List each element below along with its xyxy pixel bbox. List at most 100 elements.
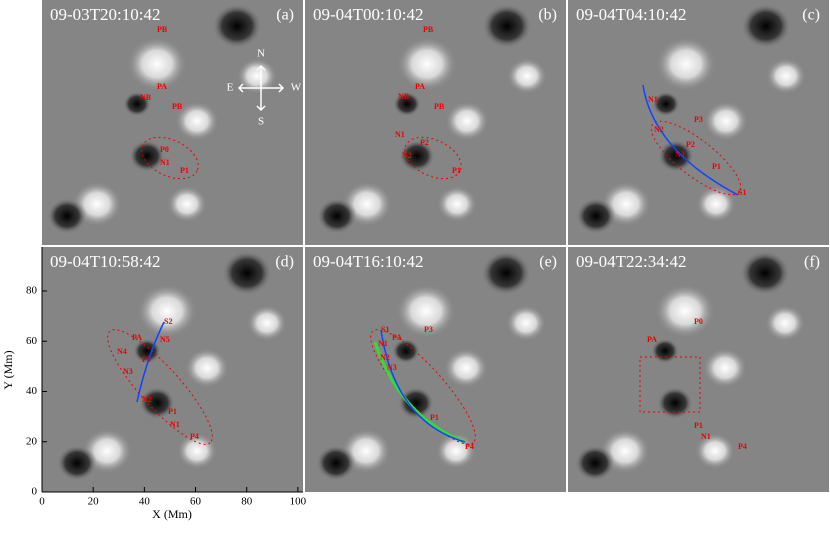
- panel-letter: (d): [275, 254, 294, 271]
- flux-patch: [57, 445, 97, 481]
- flux-patch: [397, 37, 457, 91]
- flux-patch: [137, 284, 197, 338]
- flux-patch: [445, 101, 489, 141]
- feature-label: P4: [190, 432, 199, 441]
- flux-patch: [167, 186, 207, 222]
- feature-label: N1: [160, 158, 170, 167]
- timestamp: 09-04T10:58:42: [50, 252, 161, 271]
- feature-label: N1: [170, 420, 180, 429]
- feature-label: P2: [686, 140, 695, 149]
- feature-label: PB: [157, 25, 168, 34]
- feature-label: P2: [420, 138, 429, 147]
- feature-label: S2: [164, 317, 172, 326]
- timestamp: 09-04T04:10:42: [576, 5, 687, 24]
- magnetogram: [305, 247, 566, 492]
- feature-label: PB: [434, 102, 445, 111]
- panel-letter: (f): [804, 254, 820, 271]
- x-tick-label: 40: [139, 496, 151, 508]
- region-outline: [404, 136, 462, 180]
- feature-label: PA: [157, 82, 167, 91]
- flux-patch: [185, 348, 229, 388]
- feature-label: PA: [415, 82, 425, 91]
- feature-label: S1: [738, 188, 746, 197]
- flux-patch: [396, 284, 456, 338]
- feature-label: N3: [387, 363, 397, 372]
- compass-label: E: [227, 82, 234, 94]
- flux-rope: [380, 329, 466, 443]
- feature-label: N1: [378, 339, 388, 348]
- compass-label: W: [291, 82, 302, 94]
- feature-label: P5: [142, 355, 151, 364]
- x-tick-label: 100: [290, 496, 307, 508]
- flux-patch: [741, 3, 791, 49]
- feature-label: N3: [123, 367, 133, 376]
- panel: 09-03T20:10:42 (a) PB PA NB PB P0 N1 P1: [42, 0, 303, 245]
- flux-patch: [399, 139, 435, 173]
- flux-patch: [222, 250, 272, 296]
- flux-patch: [127, 37, 187, 91]
- y-tick-label: 40: [26, 385, 38, 397]
- flux-patch: [437, 186, 477, 222]
- y-tick-label: 20: [26, 435, 38, 447]
- feature-label: PA: [132, 333, 142, 342]
- feature-label: PA: [392, 333, 402, 342]
- flux-patch: [695, 433, 735, 469]
- feature-label: P1: [180, 166, 189, 175]
- flux-patch: [482, 3, 532, 49]
- flux-patch: [175, 101, 219, 141]
- flux-patch: [177, 433, 217, 469]
- flux-patch: [576, 198, 616, 234]
- flux-patch: [237, 58, 277, 94]
- feature-label: N2: [402, 151, 412, 160]
- magnetogram: [42, 0, 303, 245]
- feature-label: N1: [701, 432, 711, 441]
- feature-label: P1: [712, 162, 721, 171]
- feature-label: NB: [140, 93, 152, 102]
- feature-label: N2: [654, 125, 664, 134]
- feature-label: P1: [430, 413, 439, 422]
- flux-patch: [393, 91, 421, 117]
- feature-label: PB: [172, 102, 183, 111]
- x-axis-label: X (Mm): [152, 507, 192, 521]
- y-tick-label: 80: [26, 285, 38, 297]
- x-tick-label: 20: [88, 496, 100, 508]
- feature-label: N2: [380, 353, 390, 362]
- flux-patch: [139, 386, 175, 420]
- flux-patch: [317, 198, 357, 234]
- flux-patch: [392, 338, 420, 364]
- x-tick-label: 0: [39, 496, 45, 508]
- flux-patch: [704, 101, 748, 141]
- timestamp: 09-04T22:34:42: [576, 252, 687, 271]
- timestamp: 09-04T16:10:42: [313, 252, 424, 271]
- flux-patch: [766, 58, 806, 94]
- timestamp: 09-04T00:10:42: [313, 5, 424, 24]
- magnetogram: [305, 0, 566, 245]
- flux-patch: [212, 3, 262, 49]
- feature-label: P4: [465, 442, 474, 451]
- region-outline: [141, 136, 199, 180]
- flux-patch: [655, 284, 715, 338]
- region-outline: [639, 356, 701, 413]
- flux-patch: [436, 433, 476, 469]
- panel: 09-04T00:10:42 (b) PB PA NB PB N1 P2 N2 P1: [305, 0, 566, 245]
- panel: 09-04T10:58:42 (d) S2 PA N5 N4 P5 N3 N2 P1 N1 P4: [42, 247, 303, 492]
- magnetogram: [568, 0, 829, 245]
- panel-letter: (b): [538, 7, 557, 24]
- flux-patch: [652, 91, 680, 117]
- y-tick-label: 0: [32, 486, 38, 498]
- flux-patch: [444, 348, 488, 388]
- y-axis-label: Y (Mm): [1, 350, 15, 389]
- compass-arrows: [237, 64, 285, 112]
- feature-label: PA: [647, 335, 657, 344]
- timestamp: 09-03T20:10:42: [50, 5, 161, 24]
- flux-rope: [136, 321, 165, 403]
- flux-patch: [47, 198, 87, 234]
- region-outline: [650, 120, 742, 196]
- region-outline: [107, 329, 213, 445]
- flux-patch: [247, 305, 287, 341]
- feature-label: P4: [738, 442, 747, 451]
- y-tick-label: 60: [26, 335, 38, 347]
- flux-patch: [658, 139, 694, 173]
